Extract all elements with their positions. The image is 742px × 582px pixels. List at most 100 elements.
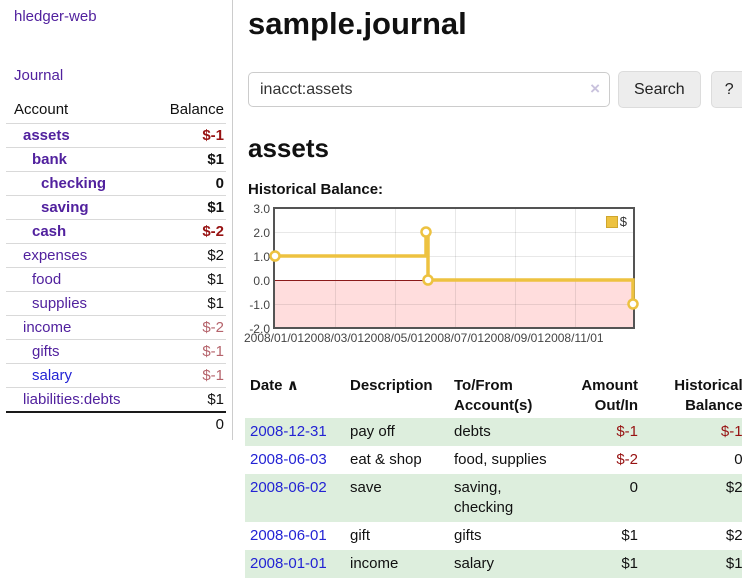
account-link-income[interactable]: income: [23, 319, 72, 336]
accounts-table: Account Balance assets $-1 bank $1 check…: [6, 98, 226, 436]
clear-search-icon[interactable]: ×: [590, 79, 600, 98]
account-row-bank: bank $1: [6, 147, 226, 172]
account-link-checking[interactable]: checking: [41, 175, 107, 192]
transaction-balance: 0: [734, 451, 742, 468]
account-row-food: food $1: [6, 267, 226, 292]
help-button[interactable]: ?: [710, 71, 742, 108]
account-link-salary[interactable]: salary: [32, 367, 73, 384]
y-tick: -2.0: [249, 322, 270, 336]
account-balance: $-1: [147, 339, 226, 364]
sort-ascending-icon: ∧: [286, 377, 299, 394]
transaction-description: eat & shop: [350, 451, 422, 468]
register-row[interactable]: 2008-06-03 eat & shop food, supplies $-2…: [245, 446, 742, 474]
gridline: [275, 232, 633, 233]
register-row[interactable]: 2008-06-01 gift gifts $1 $2: [245, 522, 742, 550]
y-tick: 3.0: [253, 202, 270, 216]
account-link-supplies[interactable]: supplies: [32, 295, 88, 312]
account-balance: $-2: [147, 315, 226, 340]
data-point-marker: [627, 298, 639, 310]
account-row-gifts: gifts $-1: [6, 339, 226, 364]
accounts-header-account: Account: [14, 101, 69, 118]
transaction-amount: $1: [621, 527, 638, 544]
data-point-marker: [420, 226, 432, 238]
data-point-marker: [269, 250, 281, 262]
chart-label: Historical Balance:: [248, 181, 384, 198]
transaction-description: gift: [350, 527, 371, 544]
account-link-liabilities-debts[interactable]: liabilities:debts: [23, 391, 121, 408]
register-row[interactable]: 2008-06-02 save saving, checking 0 $2: [245, 474, 742, 522]
account-link-food[interactable]: food: [32, 271, 62, 288]
gridline: [455, 209, 456, 327]
register-header-balance: Historical Balance: [674, 377, 742, 414]
x-tick: 2008/11/01: [544, 331, 604, 345]
balance-line: [269, 226, 639, 310]
transaction-date-link[interactable]: 2008-06-02: [250, 479, 327, 496]
account-link-saving[interactable]: saving: [41, 199, 89, 216]
account-balance: $1: [147, 147, 226, 172]
account-link-assets[interactable]: assets: [23, 127, 70, 144]
accounts-header-row: Account Balance: [6, 98, 226, 124]
transaction-accounts: saving, checking: [449, 474, 554, 522]
account-link-bank[interactable]: bank: [32, 151, 68, 168]
x-tick: 2008/07/01: [423, 331, 485, 345]
account-balance: $-2: [147, 219, 226, 244]
transaction-balance: $2: [643, 474, 742, 522]
transaction-amount: $-2: [616, 451, 638, 468]
page-title: sample.journal: [248, 6, 467, 41]
account-row-expenses: expenses $2: [6, 243, 226, 268]
account-link-gifts[interactable]: gifts: [32, 343, 60, 360]
account-link-cash[interactable]: cash: [32, 223, 67, 240]
gridline: [335, 209, 336, 327]
transaction-date-link[interactable]: 2008-01-01: [250, 555, 327, 572]
gridline: [575, 209, 576, 327]
x-tick: 2008/09/01: [483, 331, 545, 345]
accounts-total-row: 0: [6, 411, 226, 436]
account-row-liabilities-debts: liabilities:debts $1: [6, 387, 226, 412]
gridline: [515, 209, 516, 327]
accounts-header-balance: Balance: [169, 101, 224, 118]
transaction-description: save: [345, 474, 449, 522]
register-header-amount: Amount Out/In: [581, 377, 638, 414]
transaction-date-link[interactable]: 2008-12-31: [250, 423, 327, 440]
register-row[interactable]: 2008-12-31 pay off debts $-1 $-1: [245, 418, 742, 446]
transaction-date-link[interactable]: 2008-06-03: [250, 451, 327, 468]
gridline: [275, 304, 633, 305]
register-table: Date ∧ Description To/From Account(s) Am…: [245, 374, 742, 578]
data-point-marker: [422, 274, 434, 286]
transaction-accounts: salary: [449, 550, 554, 578]
transaction-date-link[interactable]: 2008-06-01: [250, 527, 327, 544]
y-tick: 1.0: [253, 250, 270, 264]
account-link-expenses[interactable]: expenses: [23, 247, 88, 264]
transaction-accounts: debts: [449, 418, 554, 446]
gridline: [275, 256, 633, 257]
series-label: $: [619, 214, 627, 229]
search-button[interactable]: Search: [618, 71, 701, 108]
account-row-saving: saving $1: [6, 195, 226, 220]
register-row[interactable]: 2008-01-01 income salary $1 $1: [245, 550, 742, 578]
account-row-checking: checking 0: [6, 171, 226, 196]
transaction-balance: $-1: [643, 418, 742, 446]
search-input[interactable]: [248, 72, 610, 107]
transaction-amount: $1: [554, 550, 643, 578]
account-balance: $1: [147, 195, 226, 220]
transaction-accounts: food, supplies: [454, 451, 547, 468]
account-row-income: income $-2: [6, 315, 226, 340]
y-tick: 0.0: [253, 274, 270, 288]
account-balance: $1: [147, 267, 226, 292]
account-row-salary: salary $-1: [6, 363, 226, 388]
y-tick: 2.0: [253, 226, 270, 240]
sidebar: hledger-web Journal Account Balance asse…: [0, 0, 233, 440]
account-balance: $-1: [147, 123, 226, 148]
main-content: sample.journal × Search ? assets Histori…: [233, 0, 742, 578]
account-balance: $2: [147, 243, 226, 268]
transaction-balance: $1: [643, 550, 742, 578]
register-header-description: Description: [350, 377, 433, 394]
plot-area[interactable]: $: [269, 207, 639, 329]
historical-balance-chart: 3.0 2.0 1.0 0.0 -1.0 -2.0: [244, 202, 645, 353]
app-title[interactable]: hledger-web: [14, 8, 97, 25]
account-balance: $-1: [147, 363, 226, 388]
journal-nav-link[interactable]: Journal: [14, 67, 64, 84]
register-header-row: Date ∧ Description To/From Account(s) Am…: [245, 374, 742, 418]
register-header-date[interactable]: Date ∧: [250, 377, 299, 394]
